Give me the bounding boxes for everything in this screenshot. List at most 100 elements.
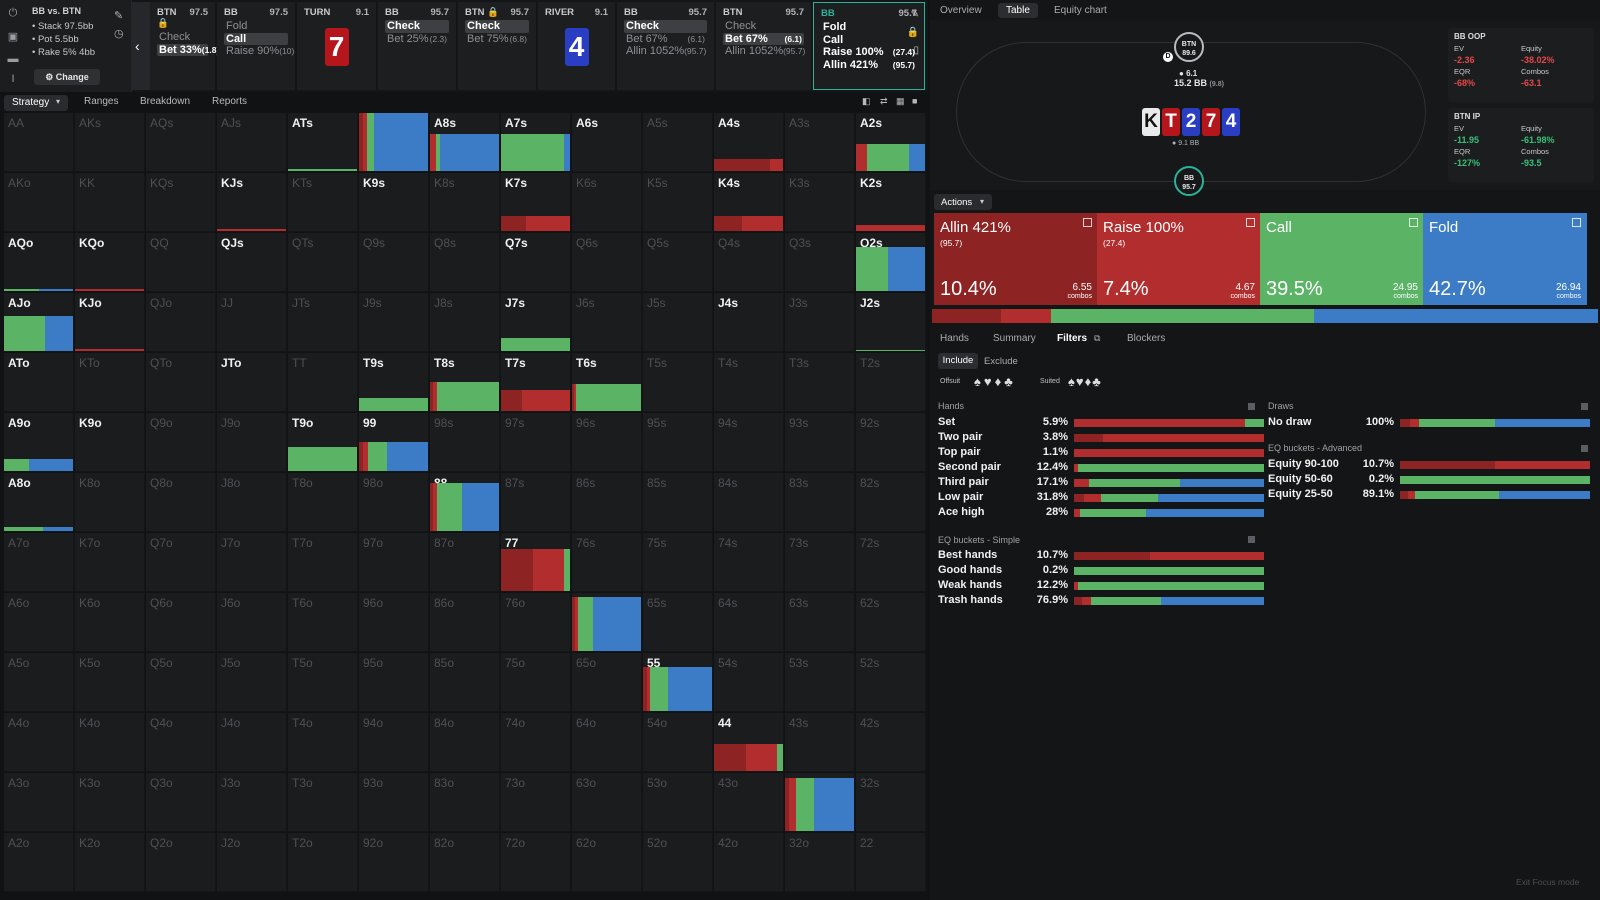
hand-cell[interactable]: 76o (501, 593, 571, 652)
hand-cell[interactable]: QJs (217, 233, 287, 292)
hand-cell[interactable]: 55 (643, 653, 713, 712)
hand-cell[interactable]: K4s (714, 173, 784, 232)
hand-cell[interactable]: Q2o (146, 833, 216, 892)
hand-cell[interactable]: Q8s (430, 233, 500, 292)
hand-cell[interactable]: T6o (288, 593, 358, 652)
hand-cell[interactable]: 87o (430, 533, 500, 592)
hand-cell[interactable]: 43s (785, 713, 855, 772)
tab-filters[interactable]: Filters (1057, 333, 1088, 344)
hand-cell[interactable]: Q3o (146, 773, 216, 832)
filter-row[interactable]: Equity 90-100 10.7% (1268, 458, 1590, 472)
hand-cell[interactable]: Q2s (856, 233, 926, 292)
hand-cell[interactable]: T7s (501, 353, 571, 412)
hand-cell[interactable]: 65s (643, 593, 713, 652)
hand-cell[interactable]: Q8o (146, 473, 216, 532)
hand-cell[interactable]: A8o (4, 473, 74, 532)
hand-cell[interactable]: A7s (501, 113, 571, 172)
hand-cell[interactable]: K3s (785, 173, 855, 232)
hand-cell[interactable]: 73o (501, 773, 571, 832)
hand-cell[interactable]: 65o (572, 653, 642, 712)
filter-row[interactable]: Top pair 1.1% (938, 446, 1264, 460)
expand-icon[interactable] (1409, 218, 1418, 227)
node-action[interactable]: Raise 90% (10) (224, 45, 294, 58)
hand-cell[interactable]: KQs (146, 173, 216, 232)
action-box[interactable]: Fold 42.7% 26.94 combos (1423, 213, 1587, 305)
hand-cell[interactable]: QQ (146, 233, 216, 292)
hand-cell[interactable]: J2s (856, 293, 926, 352)
hand-cell[interactable]: 54s (714, 653, 784, 712)
hand-cell[interactable]: 62o (572, 833, 642, 892)
tree-node-btn[interactable]: BTN 🔒 97.5 Check Bet 33% (1.8) (150, 2, 219, 90)
hand-cell[interactable]: T3s (785, 353, 855, 412)
hand-cell[interactable]: 83o (430, 773, 500, 832)
hand-cell[interactable]: 73s (785, 533, 855, 592)
tree-node-turn[interactable]: TURN 9.1 7 (297, 2, 376, 90)
hand-cell[interactable]: 76s (572, 533, 642, 592)
hand-cell[interactable]: 75o (501, 653, 571, 712)
node-action[interactable]: Check (385, 20, 449, 33)
save-icon[interactable]: ▣ (7, 31, 19, 43)
node-action[interactable]: Bet 67% (6.1) (624, 33, 707, 46)
hand-cell[interactable]: J2o (217, 833, 287, 892)
edit-icon[interactable]: ✎ (114, 10, 124, 22)
hand-cell[interactable]: 83s (785, 473, 855, 532)
hand-cell[interactable]: A3o (4, 773, 74, 832)
tree-node-bb[interactable]: BB 95.7 Check Bet 25% (2.3) (378, 2, 456, 90)
filter-row[interactable]: Third pair 17.1% (938, 476, 1264, 490)
actions-dropdown[interactable]: Actions ▾ (934, 194, 992, 210)
hand-cell[interactable]: 53s (785, 653, 855, 712)
hand-cell[interactable]: 86o (430, 593, 500, 652)
hand-cell[interactable]: 42o (714, 833, 784, 892)
node-action[interactable]: Call (224, 32, 288, 45)
hand-cell[interactable]: K5s (643, 173, 713, 232)
clock-icon[interactable]: ◷ (114, 28, 124, 40)
suited-suit-icons[interactable]: ♠♥♦♣ (1068, 374, 1102, 389)
hand-cell[interactable]: 92o (359, 833, 429, 892)
hand-cell[interactable]: 96s (572, 413, 642, 472)
power-icon[interactable]: ⏻ (8, 7, 18, 19)
lock-icon[interactable]: 🔒 (906, 27, 919, 38)
hand-cell[interactable]: 74s (714, 533, 784, 592)
swap-icon[interactable]: ⇄ (880, 96, 888, 106)
hand-cell[interactable]: Q7o (146, 533, 216, 592)
filter-row[interactable]: Weak hands 12.2% (938, 579, 1264, 593)
hand-cell[interactable]: 77 (501, 533, 571, 592)
change-button[interactable]: ⚙ Change (34, 69, 100, 85)
hand-cell[interactable]: Q4o (146, 713, 216, 772)
hand-cell[interactable]: 72o (501, 833, 571, 892)
hand-cell[interactable]: ATo (4, 353, 74, 412)
hand-cell[interactable]: J8o (217, 473, 287, 532)
hand-cell[interactable]: 93s (785, 413, 855, 472)
hand-cell[interactable]: AKo (4, 173, 74, 232)
filter-row[interactable]: Low pair 31.8% (938, 491, 1264, 505)
hand-cell[interactable]: 97o (359, 533, 429, 592)
tab-summary[interactable]: Summary (993, 333, 1036, 344)
hand-cell[interactable]: KJs (217, 173, 287, 232)
hand-cell[interactable]: J4o (217, 713, 287, 772)
hand-cell[interactable]: 84o (430, 713, 500, 772)
hand-cell[interactable]: T2o (288, 833, 358, 892)
hand-cell[interactable]: 62s (856, 593, 926, 652)
hand-cell[interactable]: 85s (643, 473, 713, 532)
hand-cell[interactable]: 84s (714, 473, 784, 532)
hand-cell[interactable]: ATs (288, 113, 358, 172)
hand-cell[interactable]: 42s (856, 713, 926, 772)
node-action[interactable]: Allin 1052% (95.7) (624, 45, 707, 58)
node-action[interactable]: Fold (224, 20, 288, 33)
filter-row[interactable]: Equity 50-60 0.2% (1268, 473, 1590, 487)
hand-cell[interactable]: T2s (856, 353, 926, 412)
hand-cell[interactable]: T7o (288, 533, 358, 592)
hand-cell[interactable]: 95s (643, 413, 713, 472)
hand-cell[interactable]: T9s (359, 353, 429, 412)
tab-table[interactable]: Table (998, 3, 1038, 18)
hand-cell[interactable]: 63s (785, 593, 855, 652)
hand-cell[interactable]: AJo (4, 293, 74, 352)
hand-cell[interactable]: K7o (75, 533, 145, 592)
hand-cell[interactable]: A5s (643, 113, 713, 172)
hand-cell[interactable]: 98o (359, 473, 429, 532)
draws-toggle[interactable] (1581, 403, 1588, 410)
hand-cell[interactable]: J8s (430, 293, 500, 352)
expand-icon[interactable] (1572, 218, 1581, 227)
tab-ranges[interactable]: Ranges (84, 96, 119, 107)
action-box[interactable]: Allin 421% (95.7) 10.4% 6.55 combos (934, 213, 1098, 305)
